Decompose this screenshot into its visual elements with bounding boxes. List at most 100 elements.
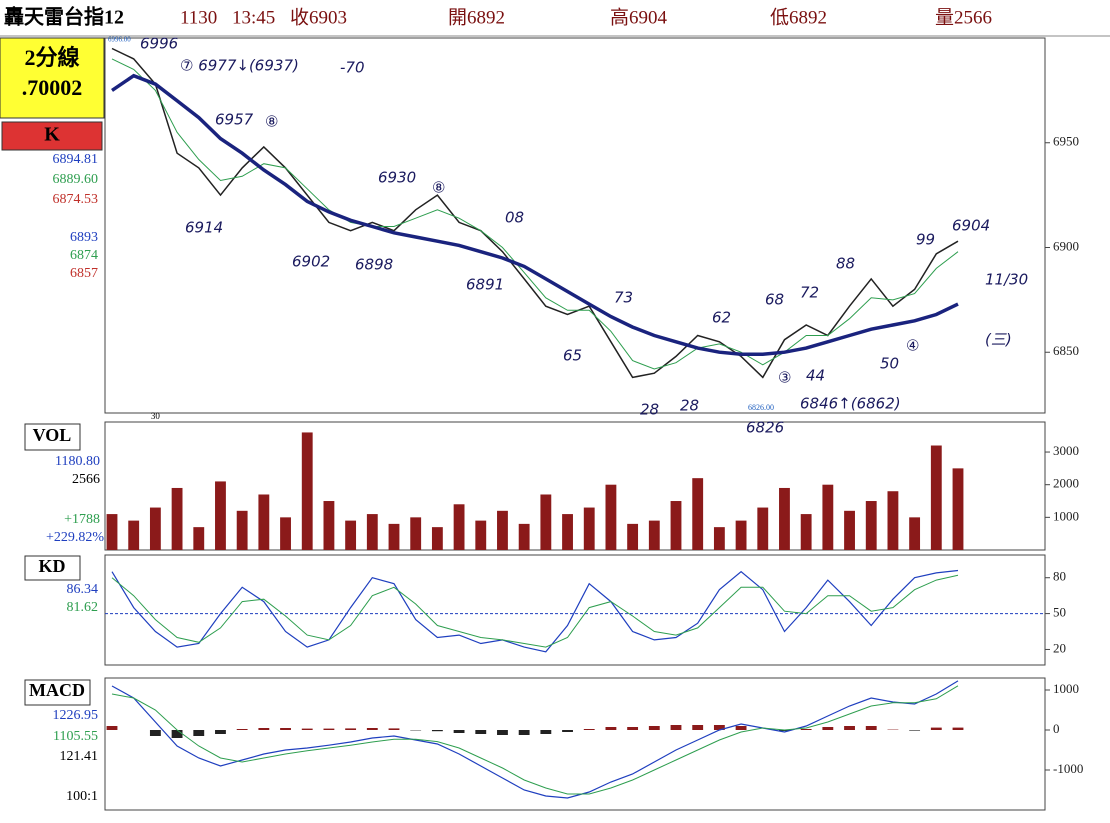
sidebar-label: 6889.60	[53, 172, 99, 187]
histogram-bar	[171, 730, 183, 738]
panel-frame	[104, 421, 1046, 551]
volume-bar	[128, 520, 140, 550]
annotation: 6914	[185, 219, 223, 237]
annotation: 6996.00	[108, 36, 131, 44]
sidebar-label: K	[44, 124, 60, 146]
volume-bar	[540, 494, 552, 550]
annotation: 65	[563, 347, 582, 365]
histogram-bar	[388, 728, 400, 730]
volume-bar	[952, 468, 964, 550]
histogram-bar	[844, 726, 855, 730]
volume-bar	[171, 487, 183, 550]
sidebar-label: 81.62	[67, 600, 99, 615]
y-tick-label: 1000	[1053, 681, 1079, 696]
histogram-bar	[583, 729, 595, 730]
annotation: 72	[800, 284, 819, 302]
annotation: 99	[916, 231, 935, 249]
x-tick-label: 30	[151, 411, 161, 421]
volume-bar	[106, 514, 118, 550]
volume-bar	[236, 510, 248, 550]
y-tick-label: 50	[1053, 605, 1066, 620]
sidebar-label: 121.41	[60, 749, 99, 764]
histogram-bar	[779, 730, 790, 731]
panel-frame	[104, 37, 1046, 414]
volume-bar	[258, 494, 270, 550]
volume-bar	[865, 501, 877, 550]
annotation: 11/30	[985, 271, 1028, 289]
histogram-bar	[258, 728, 270, 730]
histogram-bar	[800, 729, 812, 730]
histogram-bar	[627, 727, 639, 730]
sidebar-label: MACD	[29, 680, 85, 700]
annotation: 08	[505, 209, 524, 227]
y-tick-label: 6900	[1053, 238, 1079, 253]
volume-bar	[735, 520, 747, 550]
volume-bar	[670, 501, 682, 550]
volume-bar	[215, 481, 226, 550]
sidebar-label: 2分線	[24, 45, 79, 70]
volume-bar	[388, 523, 400, 550]
volume-bar	[475, 520, 487, 550]
volume-bar	[800, 514, 812, 550]
histogram-bar	[562, 730, 573, 732]
volume-bar	[887, 491, 899, 550]
volume-bar	[713, 527, 725, 550]
volume-bar	[627, 523, 639, 550]
panel-frame	[104, 677, 1046, 811]
volume-bar	[345, 520, 357, 550]
header-field: 量2566	[935, 7, 992, 28]
volume-bar	[583, 507, 595, 550]
sidebar-label: 6874.53	[53, 192, 99, 207]
period-box	[0, 37, 105, 119]
k-box	[1, 121, 103, 151]
histogram-bar	[453, 730, 465, 733]
volume-bar	[193, 527, 205, 550]
header-field: 13:45	[232, 7, 275, 28]
sidebar-label: 6874	[70, 248, 98, 263]
header-field: 開6892	[448, 7, 505, 28]
y-tick-label: 3000	[1053, 443, 1079, 458]
histogram-bar	[670, 725, 682, 730]
series-line	[111, 47, 959, 379]
histogram-bar	[149, 730, 161, 736]
sidebar-label: 2566	[72, 472, 100, 487]
histogram-bar	[431, 730, 443, 732]
volume-bar	[323, 501, 335, 550]
header-field: 低6892	[770, 6, 827, 28]
volume-bar	[453, 504, 465, 550]
sidebar-label: +229.82%	[46, 530, 104, 545]
series-line	[111, 73, 959, 357]
y-tick-label: 6850	[1053, 343, 1079, 358]
annotation: 73	[614, 289, 633, 307]
header-field: 收6903	[290, 6, 347, 28]
sidebar-label: VOL	[33, 425, 72, 445]
volume-bar	[757, 507, 769, 550]
volume-bar	[518, 523, 530, 550]
volume-bar	[822, 484, 834, 550]
histogram-bar	[952, 727, 964, 730]
kd-box	[24, 555, 81, 581]
volume-bar	[431, 527, 443, 550]
volume-bar	[648, 520, 660, 550]
sidebar-label: 6894.81	[53, 152, 99, 167]
sidebar-label: 1226.95	[53, 708, 99, 723]
histogram-bar	[605, 727, 617, 730]
sidebar-label: .70002	[22, 75, 83, 100]
histogram-bar	[236, 729, 248, 730]
volume-bar	[930, 445, 942, 550]
histogram-bar	[518, 730, 530, 735]
vol-box	[24, 423, 81, 451]
histogram-bar	[366, 728, 378, 730]
series-line	[111, 569, 959, 653]
histogram-bar	[822, 727, 834, 730]
annotation: ⑦ 6977↓(6937)	[180, 57, 299, 75]
histogram-bar	[713, 725, 725, 730]
annotation: -70	[340, 59, 365, 77]
series-line	[111, 574, 959, 648]
annotation: 68	[765, 291, 784, 309]
sidebar-label: 1105.55	[53, 729, 98, 744]
series-line	[111, 685, 959, 795]
annotation: 6891	[466, 276, 504, 294]
annotation: ④	[906, 337, 919, 355]
sidebar-label: 86.34	[67, 582, 99, 597]
